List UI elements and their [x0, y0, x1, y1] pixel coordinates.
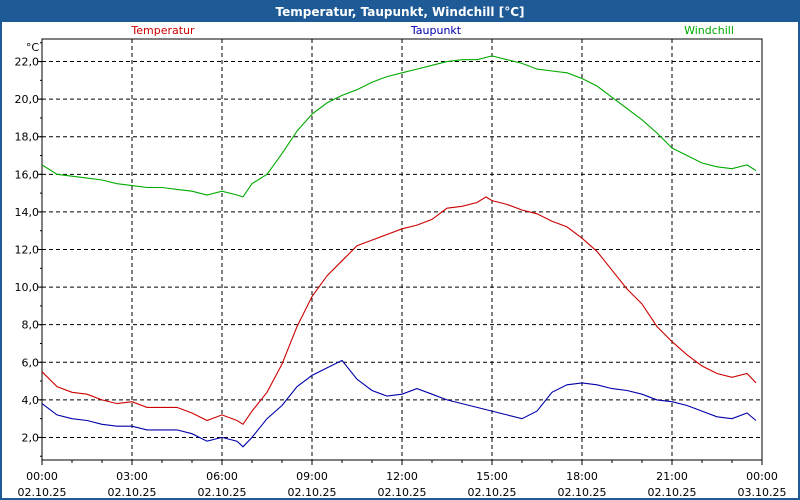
x-tick-label-date: 02.10.25 [468, 486, 517, 498]
axes: 2,0 4,0 6,0 8,0 10,0 12,0 14,0 16,0 18,0 20,0 22,0… [15, 38, 787, 498]
y-tick-label: 8,0 [22, 319, 40, 332]
y-tick-label: 10,0 [15, 281, 40, 294]
x-tick-label-time: 00:00 [26, 470, 58, 483]
legend-entry-taupunkt: Taupunkt [410, 24, 462, 37]
series [41, 55, 757, 448]
series-line-temperatur [41, 196, 757, 426]
legend: Temperatur Taupunkt Windchill [130, 24, 734, 37]
x-tick-label-date: 02.10.25 [648, 486, 697, 498]
y-tick-label: 12,0 [15, 244, 40, 257]
y-tick-label: 22,0 [15, 56, 40, 69]
x-tick-label-date: 02.10.25 [288, 486, 337, 498]
y-tick-label: 6,0 [22, 356, 40, 369]
x-tick-label-time: 00:00 [746, 470, 778, 483]
x-tick-label-time: 06:00 [206, 470, 238, 483]
y-axis-unit: °C [26, 41, 40, 54]
x-tick-label-time: 18:00 [566, 470, 598, 483]
series-line-windchill [41, 55, 757, 198]
y-tick-label: 16,0 [15, 168, 40, 181]
y-tick-label: 20,0 [15, 93, 40, 106]
series-line-taupunkt [41, 359, 757, 448]
x-tick-label-date: 02.10.25 [198, 486, 247, 498]
x-tick-label-date: 03.10.25 [738, 486, 787, 498]
y-tick-label: 18,0 [15, 131, 40, 144]
x-tick-label-time: 21:00 [656, 470, 688, 483]
x-tick-label-date: 02.10.25 [108, 486, 157, 498]
x-tick-label-date: 02.10.25 [378, 486, 427, 498]
plot-border [41, 38, 763, 461]
x-tick-label-date: 02.10.25 [18, 486, 67, 498]
chart-area: 2,0 4,0 6,0 8,0 10,0 12,0 14,0 16,0 18,0 20,0 22,0… [15, 24, 787, 498]
y-tick-label: 14,0 [15, 206, 40, 219]
y-tick-label: 4,0 [22, 394, 40, 407]
x-tick-label-time: 03:00 [116, 470, 148, 483]
x-tick-label-time: 09:00 [296, 470, 328, 483]
y-tick-label: 2,0 [22, 431, 40, 444]
legend-entry-temperatur: Temperatur [130, 24, 195, 37]
x-tick-label-time: 12:00 [386, 470, 418, 483]
x-tick-label-time: 15:00 [476, 470, 508, 483]
grid [42, 39, 762, 460]
window-title: Temperatur, Taupunkt, Windchill [°C] [2, 2, 798, 22]
legend-entry-windchill: Windchill [684, 24, 734, 37]
x-tick-label-date: 02.10.25 [558, 486, 607, 498]
